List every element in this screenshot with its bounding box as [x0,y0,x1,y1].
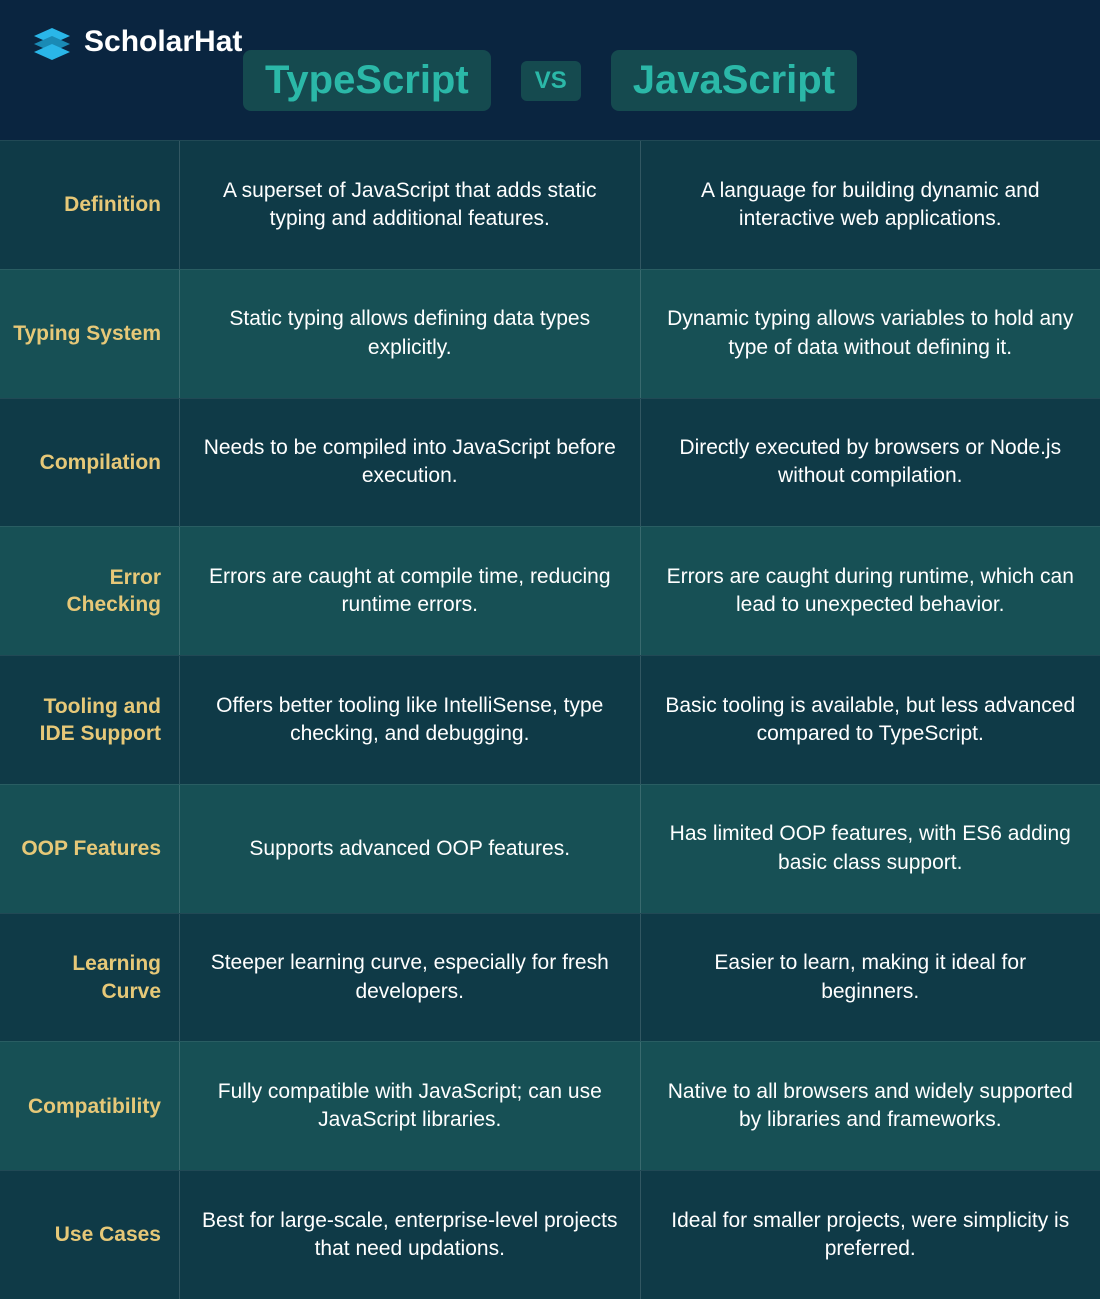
row-left-value: Best for large-scale, enterprise-level p… [180,1171,641,1299]
title-left: TypeScript [243,50,491,111]
row-left-value: Supports advanced OOP features. [180,785,641,913]
row-right-value: A language for building dynamic and inte… [641,141,1100,269]
row-left-value: A superset of JavaScript that adds stati… [180,141,641,269]
table-row: CompatibilityFully compatible with JavaS… [0,1041,1100,1170]
row-label: Definition [0,141,180,269]
row-right-value: Basic tooling is available, but less adv… [641,656,1100,784]
table-row: Typing SystemStatic typing allows defini… [0,269,1100,398]
row-left-value: Errors are caught at compile time, reduc… [180,527,641,655]
table-row: Use CasesBest for large-scale, enterpris… [0,1170,1100,1299]
row-label: OOP Features [0,785,180,913]
row-right-value: Errors are caught during runtime, which … [641,527,1100,655]
row-label: Compatibility [0,1042,180,1170]
row-right-value: Has limited OOP features, with ES6 addin… [641,785,1100,913]
row-label: Error Checking [0,527,180,655]
table-row: Tooling and IDE SupportOffers better too… [0,655,1100,784]
row-right-value: Directly executed by browsers or Node.js… [641,399,1100,527]
table-row: DefinitionA superset of JavaScript that … [0,140,1100,269]
row-label: Typing System [0,270,180,398]
row-left-value: Static typing allows defining data types… [180,270,641,398]
title-right: JavaScript [611,50,857,111]
row-left-value: Needs to be compiled into JavaScript bef… [180,399,641,527]
title-vs: VS [521,61,581,101]
row-label: Use Cases [0,1171,180,1299]
table-row: Error CheckingErrors are caught at compi… [0,526,1100,655]
row-left-value: Fully compatible with JavaScript; can us… [180,1042,641,1170]
scholarhat-logo-icon [30,20,74,64]
title-row: TypeScript VS JavaScript [30,50,1070,111]
row-label: Compilation [0,399,180,527]
table-row: Learning CurveSteeper learning curve, es… [0,913,1100,1042]
row-right-value: Ideal for smaller projects, were simplic… [641,1171,1100,1299]
row-label: Tooling and IDE Support [0,656,180,784]
row-right-value: Dynamic typing allows variables to hold … [641,270,1100,398]
row-right-value: Native to all browsers and widely suppor… [641,1042,1100,1170]
row-left-value: Offers better tooling like IntelliSense,… [180,656,641,784]
brand-name: ScholarHat [84,25,242,59]
comparison-table: DefinitionA superset of JavaScript that … [0,140,1100,1299]
header: ScholarHat TypeScript VS JavaScript [0,0,1100,140]
row-right-value: Easier to learn, making it ideal for beg… [641,914,1100,1042]
row-label: Learning Curve [0,914,180,1042]
row-left-value: Steeper learning curve, especially for f… [180,914,641,1042]
table-row: CompilationNeeds to be compiled into Jav… [0,398,1100,527]
comparison-infographic: ScholarHat TypeScript VS JavaScript Defi… [0,0,1100,1299]
table-row: OOP FeaturesSupports advanced OOP featur… [0,784,1100,913]
